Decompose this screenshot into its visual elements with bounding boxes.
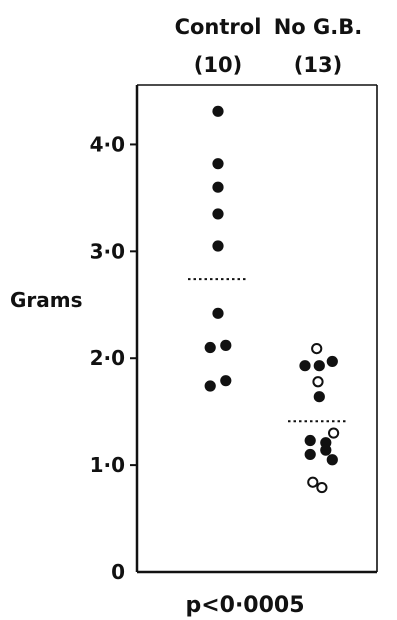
filled-data-point <box>320 444 332 456</box>
filled-data-point <box>304 434 316 447</box>
filled-data-point <box>204 341 216 354</box>
y-tick-label: 1·0 <box>90 453 125 477</box>
p-value-annotation: p<0·0005 <box>185 593 304 618</box>
filled-data-point <box>220 339 232 351</box>
filled-data-point <box>313 391 325 403</box>
open-data-point <box>316 481 328 494</box>
filled-data-point <box>326 355 338 368</box>
filled-data-point <box>212 307 224 319</box>
group-count-label: (10) <box>194 53 242 77</box>
open-data-point <box>307 476 319 488</box>
open-data-point <box>311 343 323 355</box>
filled-data-point <box>326 454 338 466</box>
y-tick-label: 0 <box>111 560 125 584</box>
filled-data-point <box>204 380 216 392</box>
filled-data-point <box>212 158 224 170</box>
data-points <box>204 105 340 494</box>
axes <box>135 84 378 574</box>
y-tick-label: 2·0 <box>90 346 125 370</box>
filled-data-point <box>212 240 224 252</box>
group-label: No G.B. <box>274 15 363 39</box>
filled-data-point <box>212 208 224 220</box>
y-tick-label: 4·0 <box>90 132 125 156</box>
open-data-point <box>312 376 324 388</box>
filled-data-point <box>299 360 311 372</box>
y-ticks: 0 1·0 2·0 3·0 4·0 <box>90 132 137 584</box>
filled-data-point <box>313 360 325 372</box>
filled-data-point <box>212 105 224 117</box>
group-label: Control <box>175 15 262 39</box>
y-axis-label: Grams <box>10 288 83 312</box>
mean-lines <box>188 278 348 423</box>
filled-data-point <box>304 448 316 461</box>
filled-data-point <box>220 375 232 387</box>
filled-data-point <box>212 181 224 193</box>
open-data-point <box>328 427 340 439</box>
group-count-label: (13) <box>294 53 342 77</box>
y-tick-label: 3·0 <box>90 239 125 263</box>
group-headers: Control (10) No G.B. (13) <box>175 15 363 77</box>
